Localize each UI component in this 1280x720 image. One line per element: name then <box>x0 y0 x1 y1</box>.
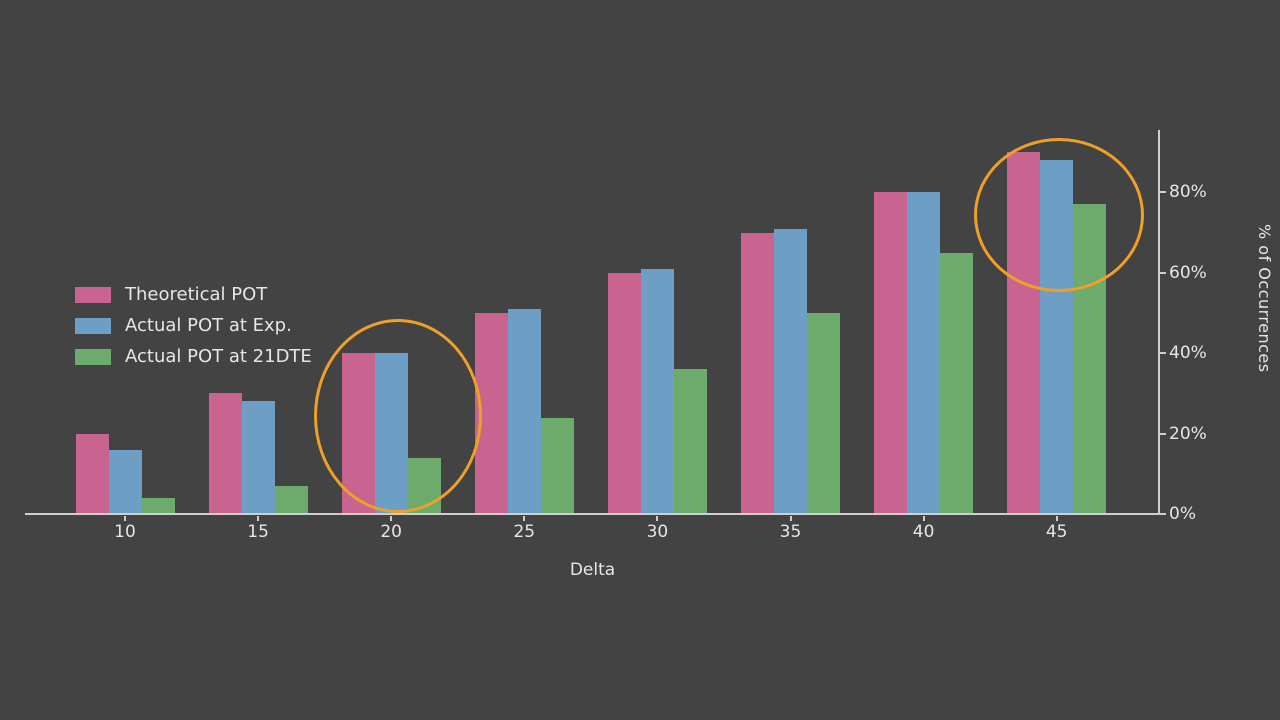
bar-actual-pot-21dte-delta-35 <box>807 313 840 514</box>
y-tick-label-40%: 40% <box>1169 343 1207 364</box>
bar-theoretical-pot-delta-30 <box>607 273 641 514</box>
x-tick-label-20: 20 <box>380 522 403 542</box>
y-tick-mark-80% <box>1158 191 1166 194</box>
x-axis-title: Delta <box>569 560 616 580</box>
x-tick-label-40: 40 <box>912 522 935 542</box>
legend-item-actual-pot-21dte: Actual POT at 21DTE <box>75 341 312 372</box>
y-tick-label-80%: 80% <box>1169 182 1207 203</box>
x-tick-mark-10 <box>124 516 126 521</box>
y-tick-label-20%: 20% <box>1169 423 1207 444</box>
legend-label-actual-pot-21dte: Actual POT at 21DTE <box>125 346 312 367</box>
x-tick-mark-45 <box>1055 516 1058 521</box>
bar-theoretical-pot-delta-35 <box>741 233 774 514</box>
highlight-ellipse-delta-45 <box>974 138 1144 292</box>
bar-theoretical-pot-delta-15 <box>208 393 242 514</box>
x-tick-mark-40 <box>922 516 925 521</box>
bar-actual-pot-exp-delta-35 <box>774 229 807 514</box>
bar-actual-pot-exp-delta-15 <box>241 401 275 514</box>
bar-actual-pot-exp-delta-40 <box>907 192 941 514</box>
legend-swatch-theoretical-pot <box>75 286 111 303</box>
legend-swatch-actual-pot-21dte <box>75 348 111 365</box>
bar-actual-pot-exp-delta-10 <box>108 450 142 514</box>
bar-actual-pot-21dte-delta-25 <box>540 418 574 514</box>
y-tick-mark-40% <box>1158 352 1166 355</box>
x-tick-label-25: 25 <box>513 522 536 542</box>
y-tick-label-60%: 60% <box>1169 262 1207 283</box>
y-axis-title: % of Occurrences <box>1255 224 1274 373</box>
y-axis-line <box>1158 130 1160 515</box>
x-axis-line <box>25 513 1160 515</box>
y-tick-label-0%: 0% <box>1169 504 1196 524</box>
x-tick-mark-15 <box>257 516 260 521</box>
x-tick-mark-20 <box>390 516 393 521</box>
x-tick-label-10: 10 <box>114 522 136 542</box>
x-tick-label-45: 45 <box>1045 522 1068 542</box>
legend-item-theoretical-pot: Theoretical POT <box>75 279 312 310</box>
x-tick-label-35: 35 <box>779 522 802 542</box>
highlight-ellipse-delta-20 <box>314 319 482 513</box>
bar-actual-pot-21dte-delta-10 <box>141 498 175 514</box>
y-tick-mark-0% <box>1158 513 1166 515</box>
bar-actual-pot-exp-delta-25 <box>507 309 541 514</box>
x-tick-mark-25 <box>523 516 526 521</box>
x-tick-mark-30 <box>656 516 659 521</box>
x-tick-label-15: 15 <box>247 522 269 542</box>
x-tick-label-30: 30 <box>646 522 669 542</box>
y-tick-mark-20% <box>1158 432 1166 435</box>
x-tick-mark-35 <box>789 516 792 521</box>
legend-label-theoretical-pot: Theoretical POT <box>125 284 268 305</box>
bar-actual-pot-21dte-delta-15 <box>274 486 308 514</box>
bar-theoretical-pot-delta-10 <box>75 434 109 514</box>
legend-item-actual-pot-exp: Actual POT at Exp. <box>75 310 312 341</box>
bar-actual-pot-exp-delta-30 <box>640 269 674 514</box>
y-tick-mark-60% <box>1158 271 1166 274</box>
bar-actual-pot-21dte-delta-40 <box>940 253 974 514</box>
bar-actual-pot-21dte-delta-30 <box>673 369 707 514</box>
legend-swatch-actual-pot-exp <box>75 317 111 334</box>
bar-theoretical-pot-delta-40 <box>874 192 908 514</box>
legend-label-actual-pot-exp: Actual POT at Exp. <box>125 315 292 336</box>
legend: Theoretical POT Actual POT at Exp. Actua… <box>75 279 312 372</box>
